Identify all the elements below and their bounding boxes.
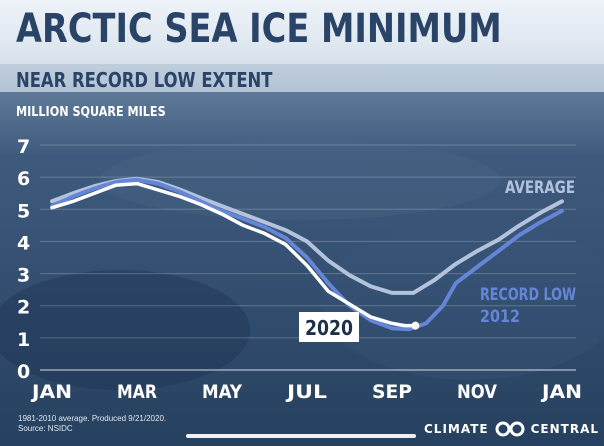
series-label-2020-box xyxy=(299,312,359,342)
series-line-average xyxy=(50,176,564,295)
y-tick-label: 5 xyxy=(17,200,30,222)
x-axis-ticks: JAN MAR MAY JUL SEP NOV JAN xyxy=(30,381,582,403)
footnote-source: Source: NSIDC xyxy=(18,424,73,433)
series-label-record-low-year: 2012 xyxy=(480,307,520,327)
series-label-2020: 2020 xyxy=(305,316,353,340)
chart-title: ARCTIC SEA ICE MINIMUM xyxy=(16,6,502,52)
chart-subtitle: NEAR RECORD LOW EXTENT xyxy=(16,68,273,92)
y-axis-label: MILLION SQUARE MILES xyxy=(16,105,166,120)
y-tick-label: 7 xyxy=(17,136,30,158)
series-line-record-low-2012 xyxy=(50,177,564,332)
scroll-indicator[interactable] xyxy=(186,434,416,438)
series-label-record-low: RECORD LOW xyxy=(480,285,576,305)
x-tick-label: SEP xyxy=(372,381,412,403)
series-lines xyxy=(50,176,564,332)
x-tick-label: JAN xyxy=(30,381,72,403)
x-tick-label: JUL xyxy=(285,381,327,403)
series-label-average: AVERAGE xyxy=(505,178,575,198)
x-tick-label: JAN xyxy=(540,381,582,403)
brand-left: CLIMATE xyxy=(424,422,489,436)
series-line-2020 xyxy=(50,181,418,328)
x-tick-label: MAR xyxy=(117,381,157,403)
climate-central-logo: CLIMATE CENTRAL xyxy=(424,421,599,437)
infinity-loops-icon xyxy=(495,421,525,437)
y-tick-label: 2 xyxy=(17,297,30,319)
footnote: 1981-2010 average. Produced 9/21/2020. S… xyxy=(18,414,238,434)
y-tick-label: 0 xyxy=(17,361,30,383)
y-tick-label: 6 xyxy=(17,168,30,190)
x-tick-label: MAY xyxy=(202,381,242,403)
x-tick-label: NOV xyxy=(457,381,497,403)
brand-right: CENTRAL xyxy=(530,422,600,436)
y-tick-label: 3 xyxy=(17,265,30,287)
footnote-line-1: 1981-2010 average. Produced 9/21/2020. xyxy=(18,414,167,423)
y-tick-label: 4 xyxy=(17,232,30,254)
series-2020-endpoint xyxy=(411,321,420,330)
y-tick-label: 1 xyxy=(17,329,30,351)
y-axis-ticks: 0 1 2 3 4 5 6 7 xyxy=(17,136,30,383)
